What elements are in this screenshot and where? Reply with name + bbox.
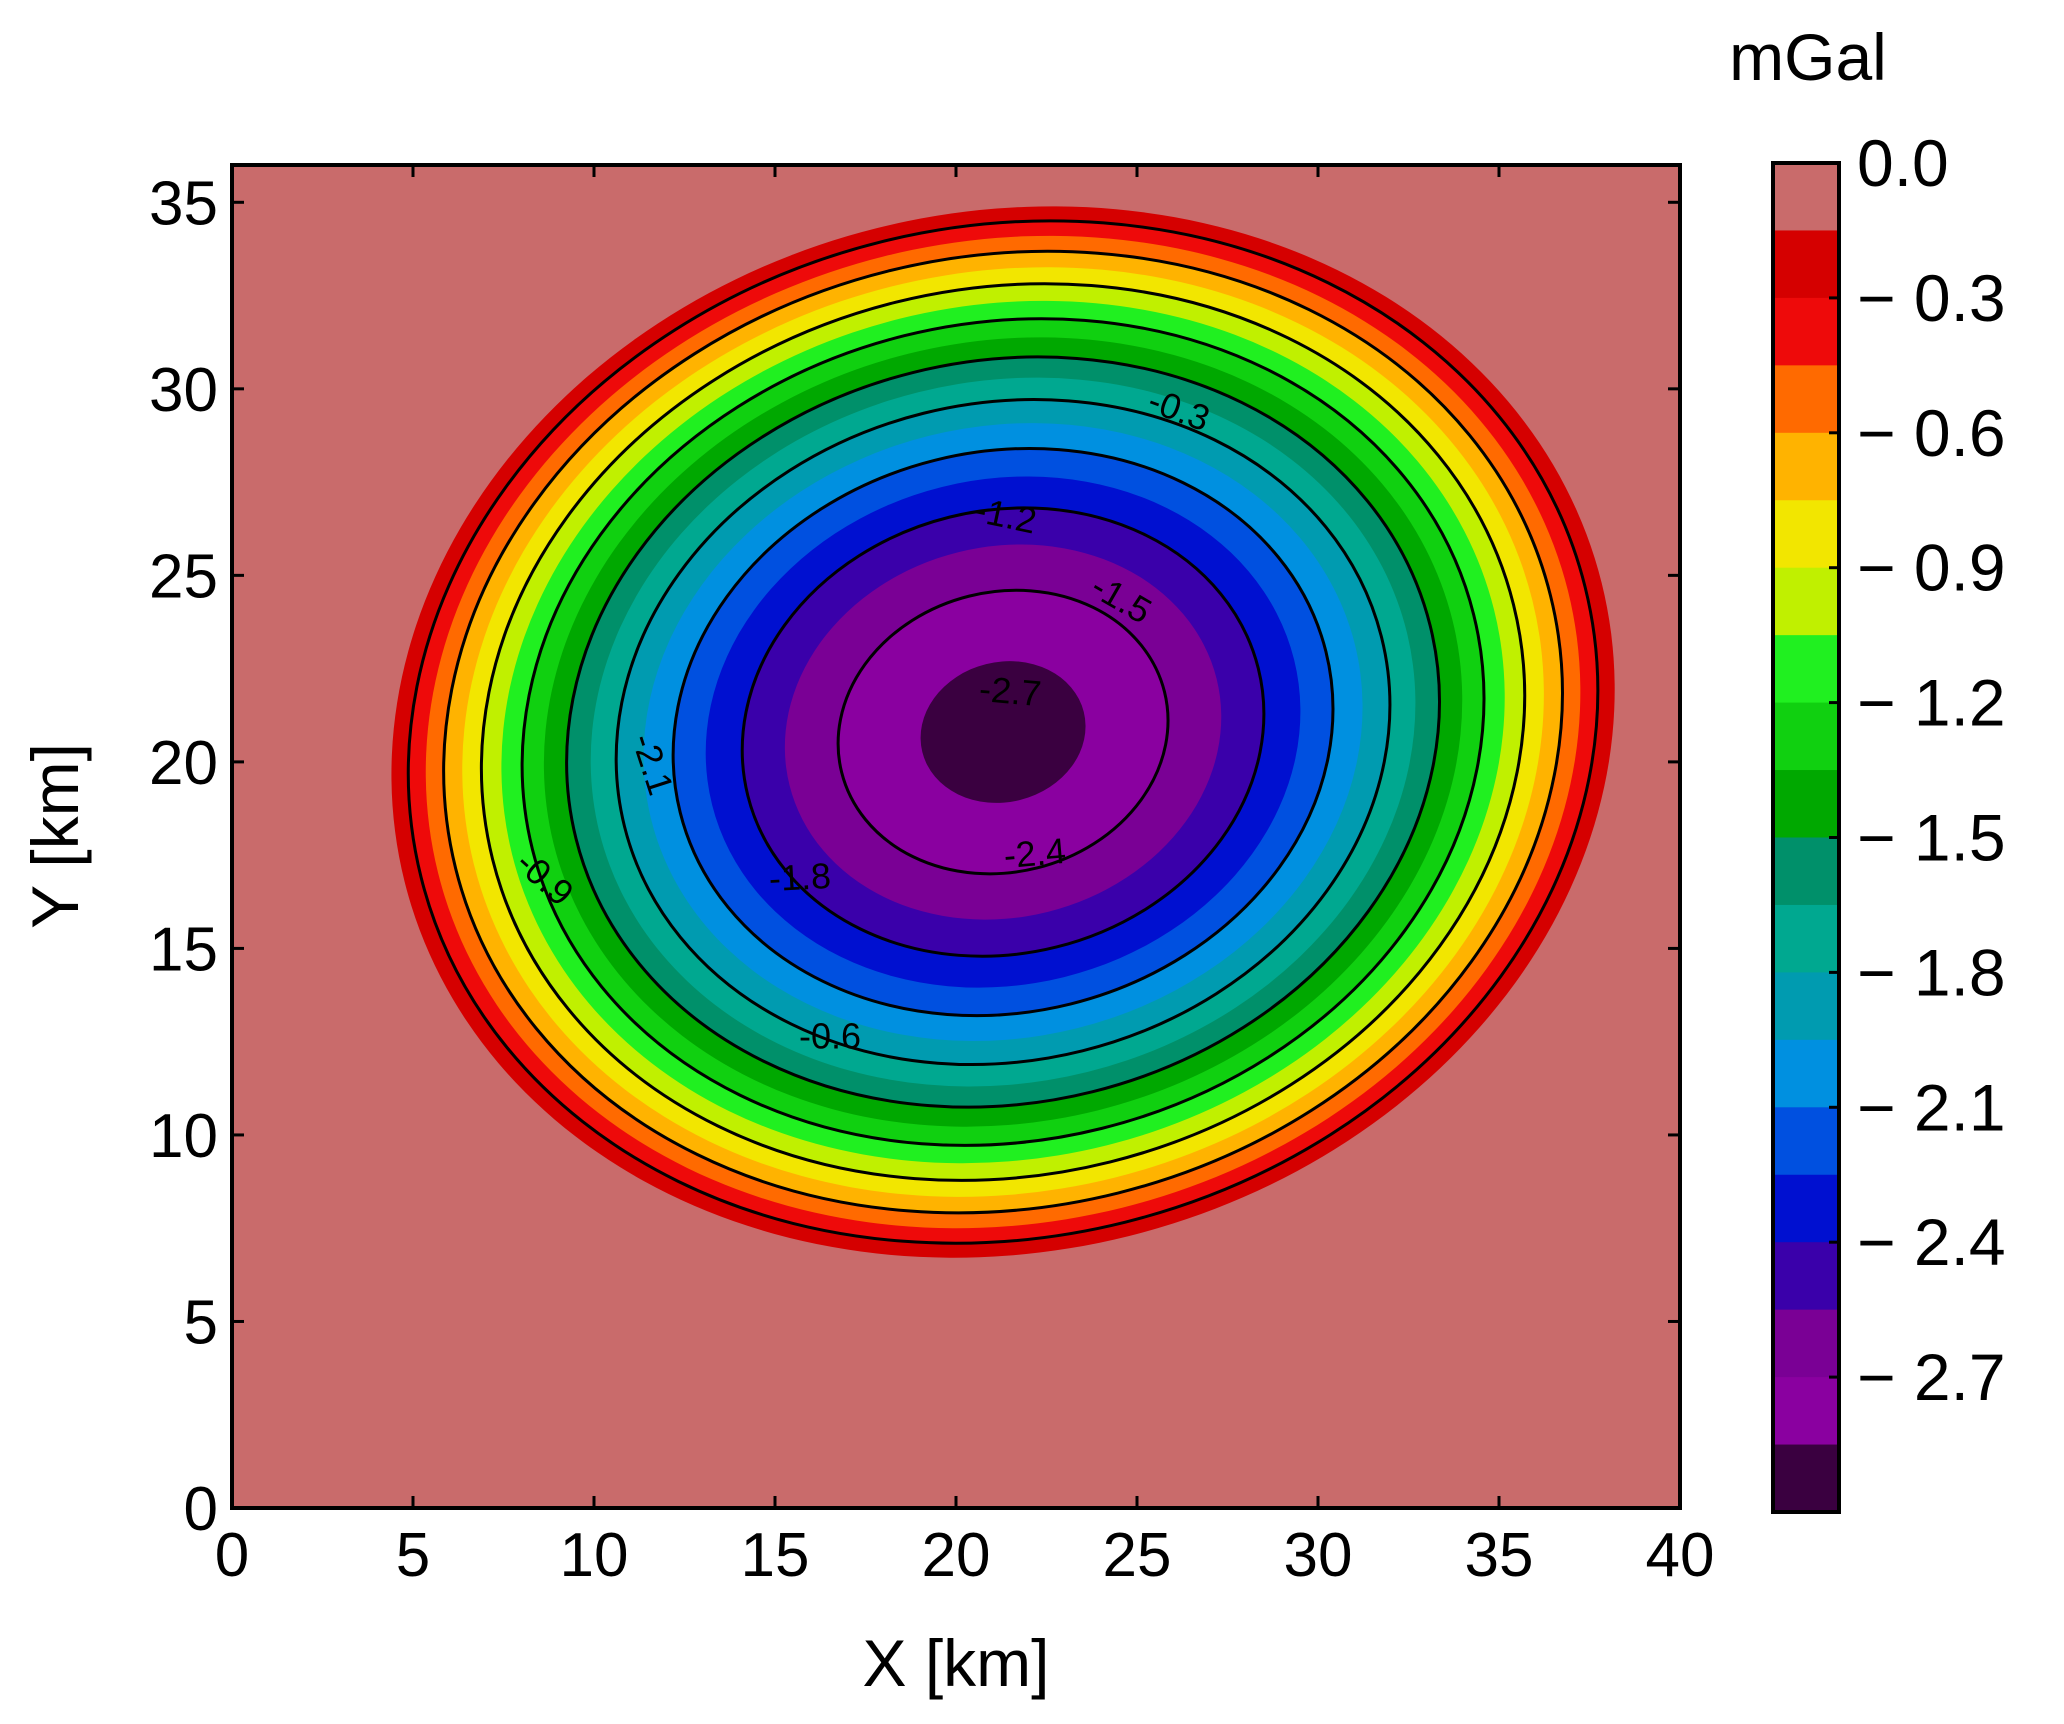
colorbar-segment xyxy=(1773,500,1839,569)
colorbar-segment xyxy=(1773,1039,1839,1108)
colorbar-segment xyxy=(1773,230,1839,299)
contour-label: -2.7 xyxy=(978,668,1043,714)
colorbar-segment xyxy=(1773,365,1839,434)
colorbar-tick-label: − 1.5 xyxy=(1857,801,2006,875)
y-axis-title: Y [km] xyxy=(18,743,92,929)
x-tick-label: 30 xyxy=(1284,1521,1353,1590)
contour-line xyxy=(479,282,1527,1182)
x-tick-label: 20 xyxy=(922,1521,991,1590)
colorbar-segment xyxy=(1773,702,1839,771)
contour-line xyxy=(836,588,1170,876)
x-axis-title: X [km] xyxy=(862,1626,1049,1700)
colorbar-tick-label: − 2.1 xyxy=(1857,1070,2006,1144)
colorbar-ticks: 0.0 − 0.3 − 0.6 − 0.9 − 1.2 − 1.5 − 1.8 − 2.1 − … xyxy=(1829,126,2006,1414)
colorbar-segment xyxy=(1773,1309,1839,1378)
contour-label: -2.4 xyxy=(1002,830,1067,876)
x-tick-label: 10 xyxy=(560,1521,629,1590)
contour-line xyxy=(740,506,1266,958)
colorbar-segment xyxy=(1773,904,1839,973)
contour-line xyxy=(614,398,1392,1067)
filled-contours xyxy=(391,206,1615,1258)
colorbar-segment xyxy=(1773,972,1839,1041)
colorbar-tick-label: − 0.3 xyxy=(1857,261,2006,335)
colorbar-tick-label: − 0.9 xyxy=(1857,531,2006,605)
colorbar-segment xyxy=(1773,1377,1839,1446)
x-tick-label: 0 xyxy=(215,1521,249,1590)
colorbar xyxy=(1773,163,1839,1513)
colorbar-segment xyxy=(1773,432,1839,501)
colorbar-segment xyxy=(1773,837,1839,906)
colorbar-segment xyxy=(1773,1242,1839,1311)
colorbar-tick-label: − 2.7 xyxy=(1857,1340,2006,1414)
colorbar-segment xyxy=(1773,1174,1839,1243)
colorbar-segment xyxy=(1773,567,1839,636)
contour-label: -0.6 xyxy=(799,1016,861,1057)
x-tick-label: 15 xyxy=(741,1521,810,1590)
x-tick-label: 40 xyxy=(1646,1521,1715,1590)
y-tick-label: 0 xyxy=(184,1475,218,1544)
y-tick-label: 10 xyxy=(149,1102,218,1171)
x-tick-label: 25 xyxy=(1103,1521,1172,1590)
contour-lines xyxy=(406,219,1600,1245)
contour-line xyxy=(442,249,1564,1215)
y-axis: 0 5 10 15 20 25 30 35 xyxy=(149,169,1680,1544)
x-tick-label: 35 xyxy=(1465,1521,1534,1590)
contour-line xyxy=(406,219,1600,1245)
contour-line xyxy=(520,317,1486,1147)
contour-label: -1.8 xyxy=(768,855,832,899)
colorbar-tick-label: − 1.8 xyxy=(1857,935,2006,1009)
y-tick-label: 15 xyxy=(149,915,218,984)
contour-labels: -0.3 -0.6 -0.9 -1.2 -1.5 -1.8 -2.1 -2.4 … xyxy=(508,379,1215,1056)
contour-fill-band-19 xyxy=(920,661,1086,803)
y-tick-label: 20 xyxy=(149,729,218,798)
y-tick-label: 25 xyxy=(149,542,218,611)
y-tick-label: 35 xyxy=(149,169,218,238)
colorbar-segment xyxy=(1773,770,1839,839)
x-axis: 0 5 10 15 20 25 30 35 40 xyxy=(215,165,1715,1590)
contour-line xyxy=(565,355,1441,1109)
colorbar-segment xyxy=(1773,1107,1839,1176)
colorbar-tick-label: − 2.4 xyxy=(1857,1205,2006,1279)
contour-line xyxy=(671,447,1335,1018)
colorbar-segment xyxy=(1773,297,1839,366)
colorbar-tick-label: 0.0 xyxy=(1857,126,1949,200)
colorbar-segment xyxy=(1773,1444,1839,1513)
y-tick-label: 30 xyxy=(149,356,218,425)
colorbar-tick-label: − 0.6 xyxy=(1857,396,2006,470)
x-tick-label: 5 xyxy=(396,1521,430,1590)
y-tick-label: 5 xyxy=(184,1288,218,1357)
colorbar-tick-label: − 1.2 xyxy=(1857,666,2006,740)
colorbar-segment xyxy=(1773,163,1839,232)
colorbar-unit: mGal xyxy=(1729,20,1887,94)
colorbar-segment xyxy=(1773,635,1839,704)
